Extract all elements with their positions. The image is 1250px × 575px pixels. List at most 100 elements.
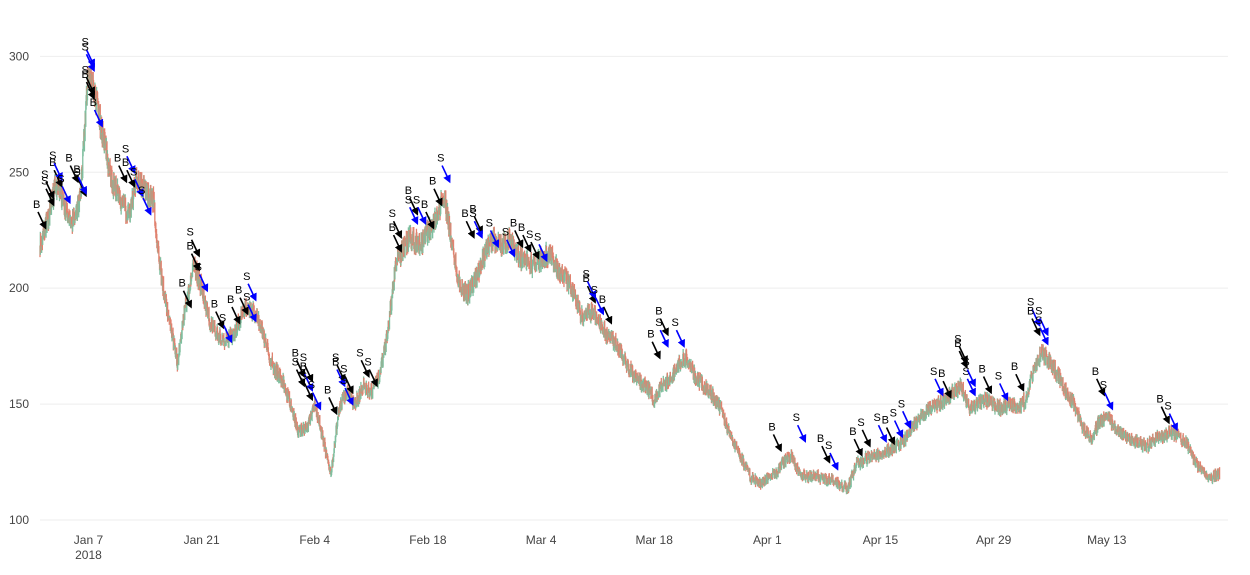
marker-label: B	[49, 157, 56, 169]
marker-arrow	[489, 230, 500, 249]
sell-marker: S	[130, 166, 144, 198]
sell-marker: S	[405, 194, 419, 225]
marker-label: S	[793, 412, 800, 424]
y-tick-label: 250	[9, 165, 29, 179]
sell-marker: S	[534, 231, 548, 263]
sell-marker: S	[138, 185, 152, 216]
marker-label: S	[243, 271, 250, 283]
marker-arrow	[45, 181, 55, 200]
buy-marker: B	[1011, 361, 1025, 392]
marker-label: S	[583, 268, 590, 280]
marker-label: B	[979, 364, 986, 376]
marker-label: S	[300, 370, 307, 382]
marker-label: B	[954, 338, 961, 350]
marker-arrow	[336, 364, 346, 383]
buy-marker: B	[227, 294, 241, 325]
marker-label: B	[817, 433, 824, 445]
marker-label: B	[122, 157, 129, 169]
marker-label: S	[73, 166, 80, 178]
buy-marker: S	[300, 352, 314, 383]
x-tick-label: Apr 29	[976, 533, 1012, 547]
marker-arrow	[392, 234, 403, 253]
marker-label: B	[292, 347, 299, 359]
marker-arrow	[998, 383, 1009, 402]
buy-marker: B	[469, 204, 483, 235]
marker-label: B	[583, 273, 590, 285]
marker-label: S	[332, 352, 339, 364]
marker-arrow	[885, 427, 896, 446]
sell-marker: S	[486, 217, 500, 249]
buy-marker: S	[526, 229, 540, 260]
marker-label: S	[526, 229, 533, 241]
marker-arrow	[126, 169, 136, 188]
buy-marker: B	[235, 285, 249, 316]
sell-marker: S	[671, 317, 685, 348]
marker-label: S	[534, 231, 541, 243]
marker-arrow	[829, 452, 839, 471]
marker-arrow	[877, 424, 888, 443]
buy-marker: B	[817, 433, 831, 464]
marker-arrow	[69, 165, 79, 184]
buy-marker: B	[518, 222, 532, 253]
marker-label: B	[235, 285, 242, 297]
marker-arrow	[190, 253, 201, 272]
marker-label: S	[130, 166, 137, 178]
marker-label: S	[81, 41, 88, 53]
marker-arrow	[530, 241, 540, 260]
marker-label: B	[114, 153, 121, 165]
sell-marker: S	[340, 375, 354, 406]
marker-arrow	[77, 176, 87, 195]
marker-arrow	[958, 350, 968, 369]
y-tick-label: 300	[9, 49, 29, 63]
marker-arrow	[231, 306, 241, 325]
marker-arrow	[198, 274, 209, 293]
marker-label: S	[138, 185, 145, 197]
buy-marker: B	[114, 153, 128, 184]
marker-label: S	[389, 208, 396, 220]
marker-label: B	[1156, 394, 1163, 406]
marker-arrow	[360, 359, 370, 378]
buy-marker: S	[332, 352, 346, 383]
marker-label: S	[187, 227, 194, 239]
marker-label: S	[122, 143, 129, 155]
marker-arrow	[392, 220, 403, 239]
marker-arrow	[473, 216, 483, 235]
marker-arrow	[473, 220, 483, 239]
buy-marker: B	[81, 69, 96, 100]
marker-label: B	[73, 164, 80, 176]
marker-arrow	[942, 380, 952, 399]
sell-marker: S	[195, 262, 209, 293]
buy-marker: B	[33, 199, 47, 230]
sell-marker: S	[57, 173, 71, 205]
marker-label: S	[437, 153, 444, 165]
buy-marker: B	[389, 222, 403, 253]
marker-arrow	[902, 410, 912, 429]
buy-marker: B	[954, 338, 968, 369]
marker-arrow	[853, 438, 863, 457]
marker-label: S	[57, 173, 64, 185]
marker-label: B	[510, 217, 517, 229]
marker-arrow	[1104, 392, 1114, 411]
marker-arrow	[61, 186, 71, 205]
marker-label: B	[599, 294, 606, 306]
sell-marker: S	[413, 194, 427, 225]
marker-label: B	[90, 97, 97, 109]
marker-label: S	[81, 37, 88, 49]
buy-marker: S	[81, 64, 96, 96]
buy-marker: B	[1156, 394, 1170, 425]
marker-arrow	[522, 234, 532, 253]
marker-label: B	[429, 176, 436, 188]
buy-marker: S	[41, 169, 55, 200]
marker-arrow	[1031, 308, 1041, 327]
grid-layer	[40, 55, 1228, 521]
buy-marker: S	[292, 357, 306, 388]
marker-arrow	[247, 304, 257, 323]
marker-label: S	[962, 366, 969, 378]
sell-marker: S	[1035, 306, 1049, 337]
buy-marker: B	[405, 185, 419, 216]
x-tick-label: Jan 21	[184, 533, 220, 547]
marker-label: S	[413, 194, 420, 206]
marker-label: S	[825, 440, 832, 452]
marker-arrow	[982, 376, 993, 395]
buy-marker: B	[461, 208, 475, 239]
